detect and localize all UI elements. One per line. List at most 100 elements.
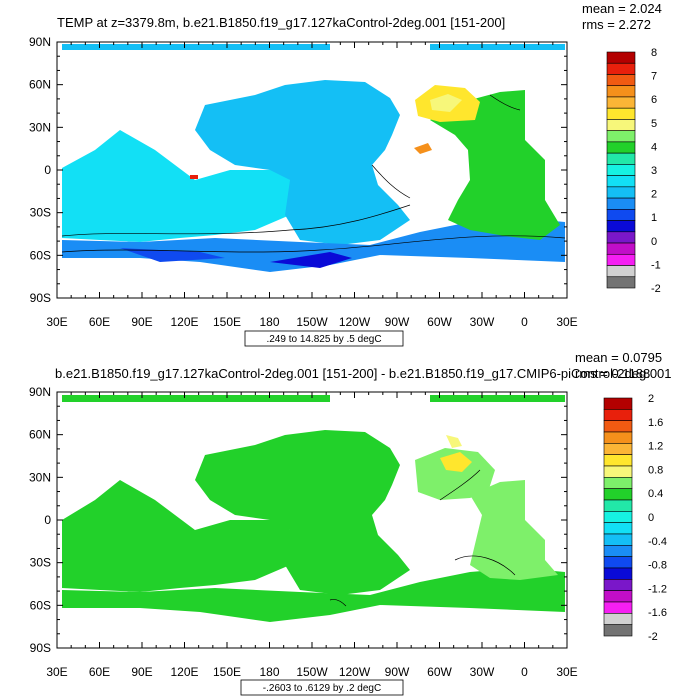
colorbar-box <box>603 545 633 557</box>
y-tick-label: 30N <box>29 470 51 484</box>
x-tick-label: 90W <box>385 315 410 329</box>
colorbar-label: 2 <box>648 393 654 405</box>
y-tick-label: 60N <box>29 428 51 442</box>
colorbar-box <box>606 209 636 221</box>
map1-contour-4 <box>489 94 521 111</box>
colorbar-box <box>603 567 633 580</box>
colorbar-box <box>603 409 633 421</box>
panel-1-colorbar: 8 7 6 5 4 3 2 1 0 -1 -2 <box>606 47 661 295</box>
colorbar-box <box>606 186 636 199</box>
colorbar-box <box>603 613 633 625</box>
colorbar-box <box>603 499 633 512</box>
colorbar-box <box>603 579 633 591</box>
colorbar-box <box>606 175 636 188</box>
map1-arctic-pacific <box>62 44 330 50</box>
panel-1-map <box>61 44 566 272</box>
y-tick-label: 0 <box>44 513 51 527</box>
panel-2-title: b.e21.B1850.f19_g17.127kaControl-2deg.00… <box>55 366 672 381</box>
colorbar-label: -2 <box>651 283 661 295</box>
x-tick-label: 60W <box>427 315 452 329</box>
x-tick-label: 150E <box>213 315 241 329</box>
map2-arctic-pacific <box>62 395 330 402</box>
panel-2-contour-info: -.2603 to .6129 by .2 degC <box>263 683 381 694</box>
colorbar-label: 1 <box>651 212 657 224</box>
map2-contour-2 <box>454 555 516 576</box>
panel-2-map <box>62 395 565 622</box>
colorbar-label: 1.6 <box>648 417 663 429</box>
colorbar-box <box>606 231 636 244</box>
map1-contour-1 <box>61 204 411 237</box>
x-tick-label: 90E <box>131 665 152 679</box>
colorbar-box <box>603 397 633 410</box>
colorbar-box <box>606 253 636 266</box>
colorbar-label: 0.4 <box>648 488 663 500</box>
panel-1-x-ticks: 30E 60E 90E 120E 150E 180 150W 120W 90W 60W 30W 0 30… <box>46 42 578 329</box>
colorbar-box <box>606 96 636 109</box>
x-tick-label: 120E <box>170 315 198 329</box>
x-tick-label: 30E <box>46 665 67 679</box>
x-tick-label: 30E <box>556 665 577 679</box>
colorbar-box <box>603 465 633 478</box>
x-tick-label: 150W <box>296 315 328 329</box>
colorbar-label: 0 <box>651 236 657 248</box>
map1-ross-deep <box>270 252 352 268</box>
x-tick-label: 150E <box>213 665 241 679</box>
x-tick-label: 30W <box>470 665 495 679</box>
y-tick-label: 30N <box>29 120 51 134</box>
x-tick-label: 150W <box>296 665 328 679</box>
y-tick-label: 90N <box>29 385 51 399</box>
colorbar-label: -2 <box>648 631 658 643</box>
colorbar-box <box>603 556 633 569</box>
y-tick-label: 60S <box>30 248 51 262</box>
map1-red-sea <box>190 175 198 179</box>
y-tick-label: 60S <box>30 598 51 612</box>
colorbar-box <box>606 85 636 98</box>
colorbar-box <box>603 454 633 467</box>
colorbar-label: -0.8 <box>648 560 667 572</box>
map1-contour-2 <box>61 235 566 253</box>
colorbar-box <box>606 62 636 75</box>
y-tick-label: 30S <box>30 206 51 220</box>
colorbar-box <box>603 511 633 523</box>
colorbar-box <box>603 477 633 489</box>
colorbar-box <box>603 590 633 603</box>
panel-1-mean: mean = 2.024 <box>582 1 662 16</box>
colorbar-box <box>606 164 636 176</box>
colorbar-label: 2 <box>651 189 657 201</box>
panel-2-y-ticks: 90N 60N 30N 0 30S 60S 90S <box>29 385 567 655</box>
map2-contour-3 <box>329 599 347 607</box>
x-tick-label: 180 <box>259 665 279 679</box>
x-tick-label: 120W <box>339 315 371 329</box>
y-tick-label: 60N <box>29 78 51 92</box>
x-tick-label: 180 <box>259 315 279 329</box>
colorbar-box <box>603 431 633 444</box>
colorbar-label: 5 <box>651 118 657 130</box>
x-tick-label: 60W <box>427 665 452 679</box>
x-tick-label: 90E <box>131 315 152 329</box>
panel-1: TEMP at z=3379.8m, b.e21.B1850.f19_g17.1… <box>29 1 662 347</box>
colorbar-box <box>603 601 633 614</box>
y-tick-label: 90S <box>30 641 51 655</box>
panel-1-title: TEMP at z=3379.8m, b.e21.B1850.f19_g17.1… <box>57 15 505 30</box>
colorbar-label: -0.4 <box>648 536 667 548</box>
panel-2-mean: mean = 0.0795 <box>575 350 662 365</box>
panel-1-rms: rms = 2.272 <box>582 17 651 32</box>
colorbar-box <box>606 51 636 64</box>
x-tick-label: 60E <box>89 665 110 679</box>
colorbar-box <box>606 107 636 120</box>
map2-southern-ocean <box>62 568 565 622</box>
colorbar-box <box>606 130 636 143</box>
colorbar-box <box>606 197 636 210</box>
panel-1-contour-info-box <box>244 330 404 347</box>
map1-indian-ocean <box>62 130 300 242</box>
map1-mediterranean-outflow <box>414 143 432 154</box>
panel-1-contour-info: .249 to 14.825 by .5 degC <box>266 334 381 345</box>
panel-2: b.e21.B1850.f19_g17.127kaControl-2deg.00… <box>29 350 672 696</box>
colorbar-box <box>603 488 633 501</box>
map2-arctic-atlantic <box>430 395 565 402</box>
colorbar-box <box>606 74 636 87</box>
colorbar-box <box>606 276 636 289</box>
x-tick-label: 0 <box>521 315 528 329</box>
y-tick-label: 90N <box>29 35 51 49</box>
